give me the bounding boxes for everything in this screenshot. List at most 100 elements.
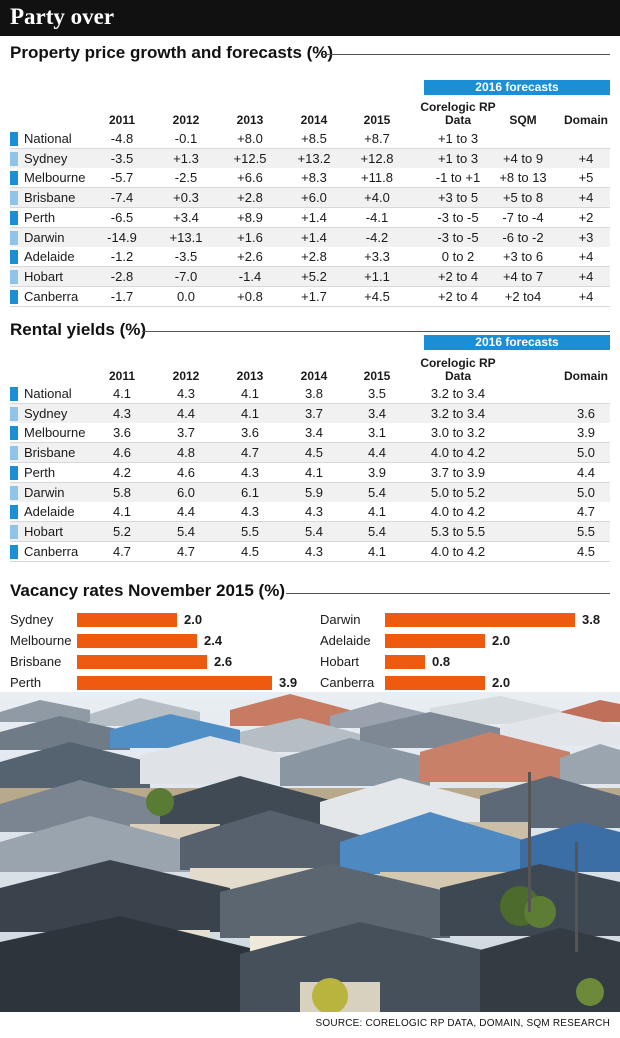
table-cell: 4.2 (112, 464, 132, 480)
table-cell: +4 to 9 (502, 150, 544, 166)
row-marker (10, 485, 18, 500)
row-divider (10, 462, 610, 464)
rooftops-photo (0, 692, 620, 1012)
table-cell: 4.7 (112, 543, 132, 559)
table-cell: 4.3 (304, 504, 324, 520)
row-marker (10, 387, 18, 401)
row-divider (10, 226, 610, 228)
city-name: Darwin (24, 229, 65, 245)
vacancy-label: Perth (10, 675, 42, 690)
table-cell: +8.9 (237, 209, 263, 225)
city-name: Perth (24, 209, 56, 225)
table-cell: 4.7 (176, 543, 196, 559)
vacancy-value-label: 2.6 (214, 654, 233, 669)
table-cell: 4.7 (576, 504, 596, 520)
table-cell: -7 to -4 (502, 209, 544, 225)
vacancy-bar (385, 634, 485, 648)
row-divider (10, 266, 610, 268)
table-cell: +0.8 (237, 288, 263, 304)
table-cell: 4.3 (240, 504, 260, 520)
table-cell: 3.2 to 3.4 (430, 386, 486, 401)
table-cell: -1.2 (110, 249, 134, 265)
table-cell: -7.0 (174, 268, 198, 284)
table-cell: -6 to -2 (502, 229, 544, 245)
table-cell: +1.6 (237, 229, 263, 245)
table-cell: +8 to 13 (499, 170, 547, 186)
table-cell: 4.0 to 4.2 (430, 445, 486, 461)
city-name: Canberra (24, 288, 79, 304)
table-cell: 5.4 (367, 523, 387, 539)
table-cell: 5.0 to 5.2 (430, 484, 486, 500)
price-growth-title: Property price growth and forecasts (%) (10, 43, 334, 62)
table-cell: 4.1 (304, 464, 324, 480)
table-cell: +8.7 (364, 131, 390, 146)
table-cell: 3.7 (304, 405, 324, 421)
table-cell: -3.5 (110, 150, 134, 166)
vacancy-bar (385, 613, 575, 627)
table-row: Melbourne -5.7 -2.5 +6.6 +8.3 +11.8 -1 to +1 +8… (10, 168, 610, 189)
table-row: Perth 4.2 4.6 4.3 4.1 3.9 3.7 to 3.9 4.4 (10, 462, 610, 483)
table-cell: 3.7 (176, 425, 196, 441)
table-cell: +6.6 (237, 170, 263, 186)
row-divider (10, 442, 610, 444)
city-name: Darwin (24, 484, 65, 500)
table-cell: +12.5 (233, 150, 267, 166)
table-cell: 5.9 (304, 484, 324, 500)
row-divider (10, 560, 610, 562)
row-marker (10, 524, 18, 539)
table-cell: -2.8 (110, 268, 134, 284)
table-cell: -3 to -5 (437, 209, 479, 225)
table-cell: +1 to 3 (437, 150, 479, 166)
table-cell: +1.7 (301, 288, 327, 304)
table-cell: -5.7 (110, 170, 134, 186)
table-cell: 4.0 to 4.2 (430, 504, 486, 520)
rental-yields-title: Rental yields (%) (10, 320, 147, 339)
table-cell: -1.4 (238, 268, 262, 284)
row-marker (10, 465, 18, 480)
city-name: Adelaide (24, 504, 75, 520)
vacancy-label: Darwin (320, 612, 361, 627)
table-cell: 4.5 (576, 543, 596, 559)
row-marker (10, 269, 18, 284)
table-cell: +2 to4 (504, 288, 542, 304)
rental-forecast-banner: 2016 forecasts (424, 335, 610, 350)
table-cell: +2 (578, 209, 594, 225)
column-header: 2015 (363, 113, 391, 127)
column-header: 2015 (363, 369, 391, 383)
table-cell: +6.0 (301, 190, 327, 206)
table-cell: +13.1 (169, 229, 203, 245)
table-cell: +5 to 8 (502, 190, 544, 206)
table-cell: 5.0 (576, 484, 596, 500)
table-cell: 4.4 (176, 405, 196, 421)
table-row: Canberra 4.7 4.7 4.5 4.3 4.1 4.0 to 4.2 4.5 (10, 541, 610, 562)
table-cell: -0.1 (174, 131, 198, 146)
table-row: Perth -6.5 +3.4 +8.9 +1.4 -4.1 -3 to -5 -7 to -… (10, 207, 610, 228)
row-divider (10, 246, 610, 248)
row-marker (10, 406, 18, 421)
row-divider (10, 167, 610, 169)
column-header: 2012 (172, 113, 200, 127)
row-marker (10, 132, 18, 146)
row-divider (10, 540, 610, 542)
row-marker (10, 446, 18, 461)
table-cell: 4.1 (240, 405, 260, 421)
table-cell: +3 (578, 229, 594, 245)
city-name: Sydney (24, 405, 68, 421)
table-cell: 5.5 (576, 523, 596, 539)
column-header: 2014 (300, 369, 328, 383)
vacancy-value-label: 2.4 (204, 633, 223, 648)
table-row: Brisbane 4.6 4.8 4.7 4.5 4.4 4.0 to 4.2 5.0 (10, 443, 610, 464)
table-cell: +1.4 (301, 229, 327, 245)
table-cell: 5.5 (240, 523, 260, 539)
table-cell: 5.2 (112, 523, 132, 539)
row-marker (10, 505, 18, 520)
table-cell: -4.1 (365, 209, 389, 225)
city-name: Perth (24, 464, 56, 480)
table-cell: 4.8 (176, 445, 196, 461)
table-cell: -14.9 (107, 229, 137, 245)
table-cell: 3.4 (304, 425, 324, 441)
table-cell: -6.5 (110, 209, 134, 225)
table-cell: 3.5 (367, 386, 387, 401)
table-cell: +2.6 (237, 249, 263, 265)
table-cell: +3.3 (364, 249, 390, 265)
